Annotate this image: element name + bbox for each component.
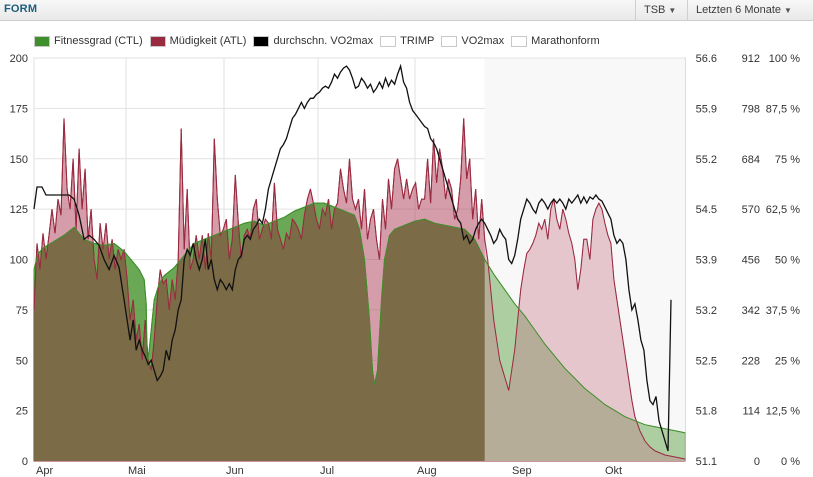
right-axis-tick-label: 0 % xyxy=(781,456,800,468)
page-title: FORM xyxy=(4,3,38,15)
legend-swatch xyxy=(149,35,166,47)
right-axis-tick-label: 55.2 xyxy=(696,154,717,166)
right-axis-tick-label: 62,5 % xyxy=(766,204,800,216)
right-axis-tick-label: 100 % xyxy=(769,53,800,65)
header-bar: FORM TSB ▼ Letzten 6 Monate ▼ xyxy=(0,0,813,21)
metric-dropdown[interactable]: TSB ▼ xyxy=(635,0,687,20)
x-tick-label: Jul xyxy=(320,465,334,477)
legend-item[interactable]: Fitnessgrad (CTL) xyxy=(34,34,143,48)
right-axis-tick-label: 87,5 % xyxy=(766,103,800,115)
y-tick-label: 100 xyxy=(10,255,28,267)
chevron-down-icon: ▼ xyxy=(784,6,792,15)
ctl-line xyxy=(33,202,686,434)
legend-label: TRIMP xyxy=(400,35,435,47)
y-tick-label: 50 xyxy=(16,355,28,367)
x-tick-label: Aug xyxy=(417,465,437,477)
vo2max-line xyxy=(33,63,672,452)
y-tick-label: 0 xyxy=(22,456,28,468)
atl-line xyxy=(33,118,686,460)
right-axis-tick-label: 684 xyxy=(742,154,760,166)
legend-item[interactable]: Marathonform xyxy=(511,34,600,48)
right-axis-tick-label: 912 xyxy=(742,53,760,65)
right-axis-tick-label: 342 xyxy=(742,305,760,317)
y-tick-label: 200 xyxy=(10,53,28,65)
ctl-atl-overlap xyxy=(34,203,685,461)
legend-item[interactable]: durchschn. VO2max xyxy=(253,34,373,48)
range-dropdown[interactable]: Letzten 6 Monate ▼ xyxy=(687,0,813,20)
right-axis-tick-label: 12,5 % xyxy=(766,406,800,418)
legend-swatch xyxy=(34,35,50,47)
legend-item[interactable]: VO2max xyxy=(441,34,504,48)
legend-label: VO2max xyxy=(461,35,505,47)
legend-swatch xyxy=(253,35,270,47)
x-tick-label: Sep xyxy=(512,465,532,477)
right-axis-tick-label: 50 % xyxy=(775,255,800,267)
right-axis-tick-label: 53.9 xyxy=(696,255,717,267)
y-tick-label: 150 xyxy=(10,154,28,166)
legend-label: Fitnessgrad (CTL) xyxy=(54,35,143,47)
legend-item[interactable]: Müdigkeit (ATL) xyxy=(149,34,247,48)
right-axis-tick-label: 55.9 xyxy=(696,103,717,115)
legend-swatch xyxy=(380,35,397,47)
right-axis-tick-label: 798 xyxy=(742,103,760,115)
legend-label: Marathonform xyxy=(531,35,600,47)
y-tick-label: 125 xyxy=(10,204,28,216)
right-axis-tick-label: 51.1 xyxy=(696,456,717,468)
legend-label: Müdigkeit (ATL) xyxy=(169,35,247,47)
legend-label: durchschn. VO2max xyxy=(273,35,374,47)
chart-legend: Fitnessgrad (CTL) Müdigkeit (ATL) durchsch… xyxy=(34,34,607,48)
right-axis-tick-label: 228 xyxy=(742,355,760,367)
right-axis-tick-label: 114 xyxy=(742,406,760,418)
right-axis-tick-label: 0 xyxy=(754,456,760,468)
chevron-down-icon: ▼ xyxy=(668,6,677,15)
x-tick-label: Okt xyxy=(605,465,622,477)
right-axis-tick-label: 456 xyxy=(742,255,760,267)
x-tick-label: Jun xyxy=(226,465,244,477)
right-axis-tick-label: 37,5 % xyxy=(766,305,800,317)
right-axis-tick-label: 53.2 xyxy=(696,305,717,317)
legend-item[interactable]: TRIMP xyxy=(380,34,434,48)
right-axis-tick-label: 51.8 xyxy=(696,406,717,418)
right-axis-tick-label: 56.6 xyxy=(696,53,717,65)
right-axis-tick-label: 52.5 xyxy=(696,355,717,367)
y-tick-label: 75 xyxy=(16,305,28,317)
right-axis-tick-label: 54.5 xyxy=(696,204,717,216)
y-tick-label: 175 xyxy=(10,103,28,115)
metric-dropdown-label: TSB xyxy=(644,4,666,16)
x-tick-label: Apr xyxy=(36,465,53,477)
range-dropdown-label: Letzten 6 Monate xyxy=(696,4,782,16)
right-axis-tick-label: 25 % xyxy=(775,355,800,367)
x-tick-label: Mai xyxy=(128,465,146,477)
forecast-overlay xyxy=(484,59,685,461)
legend-swatch xyxy=(511,35,528,47)
legend-swatch xyxy=(441,35,458,47)
right-axis-tick-label: 75 % xyxy=(775,154,800,166)
right-axis-tick-label: 570 xyxy=(742,204,760,216)
y-tick-label: 25 xyxy=(16,406,28,418)
